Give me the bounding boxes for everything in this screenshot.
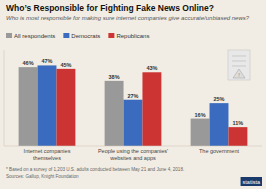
data-label: 38% (109, 74, 120, 80)
bar (105, 81, 124, 146)
bar (38, 65, 57, 146)
data-label: 45% (60, 62, 71, 68)
background (0, 0, 266, 189)
icon-line (232, 61, 246, 62)
data-label: 16% (195, 112, 206, 118)
x-tick-label-line: The government (199, 148, 240, 154)
data-label: 11% (233, 120, 244, 126)
legend-label: Republicans (116, 33, 149, 39)
legend-swatch (6, 33, 12, 38)
bars (19, 65, 248, 146)
legend-swatch (108, 33, 114, 38)
bar (56, 69, 75, 146)
source: Sources: Gallup, Knight Foundation (6, 174, 79, 179)
data-label: 47% (41, 58, 52, 64)
bar (19, 67, 38, 146)
x-tick-label-line: Internet companies (24, 148, 71, 154)
bar (228, 127, 247, 146)
x-tick-label: The government (199, 148, 240, 154)
subtitle-line: Who is most responsible for making sure … (6, 15, 250, 21)
title: Who’s Responsible for Fighting Fake News… (6, 3, 214, 13)
x-tick-label: Internet companiesthemselves (24, 148, 71, 161)
logo-text: statista (243, 179, 261, 185)
logo: statista (241, 177, 262, 186)
chart: Who’s Responsible for Fighting Fake News… (0, 0, 266, 189)
subtitle: Who is most responsible for making sure … (6, 15, 250, 21)
icon-line (232, 56, 246, 57)
x-tick-label-line: websites and apps (109, 155, 156, 161)
x-tick-label-line: People using the companies' (98, 148, 168, 154)
icon-line (232, 66, 246, 67)
legend-swatch (63, 33, 69, 38)
legend-label: All respondents (14, 33, 55, 39)
data-label: 46% (23, 60, 34, 66)
data-label: 27% (127, 93, 138, 99)
legend-label: Democrats (71, 33, 100, 39)
icon: ! (228, 50, 250, 80)
x-axis-line (4, 146, 262, 147)
legend: All respondents Democrats Republicans (6, 33, 149, 39)
bar (191, 119, 210, 146)
data-labels: 46% 38% 16% 47% 27% 25% 45% 43% 11% (23, 58, 244, 126)
footnote: * Based on a survey of 1,203 U.S. adults… (6, 167, 184, 172)
x-tick-label: People using the companies'websites and … (98, 148, 168, 161)
bar (210, 103, 229, 146)
bar (124, 100, 143, 146)
icon-mark: ! (238, 72, 240, 78)
icon-document (228, 50, 250, 80)
data-label: 43% (146, 65, 157, 71)
y-axis-line (4, 50, 5, 146)
bar (142, 72, 161, 146)
data-label: 25% (213, 96, 224, 102)
logo-box (241, 177, 262, 186)
x-tick-label-line: themselves (33, 155, 61, 161)
icon-triangle (233, 69, 245, 78)
